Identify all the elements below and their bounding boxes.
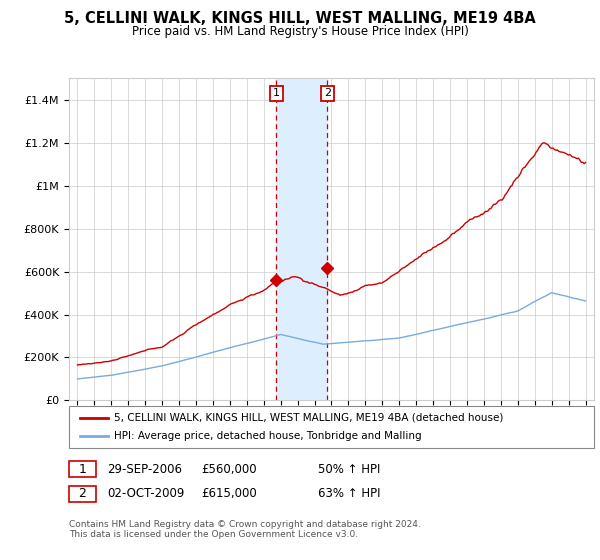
Text: 5, CELLINI WALK, KINGS HILL, WEST MALLING, ME19 4BA (detached house): 5, CELLINI WALK, KINGS HILL, WEST MALLIN…: [114, 413, 503, 423]
Text: £615,000: £615,000: [201, 487, 257, 501]
Text: 1: 1: [79, 463, 86, 476]
Text: £560,000: £560,000: [201, 463, 257, 476]
Text: 2: 2: [79, 487, 86, 501]
Text: 1: 1: [273, 88, 280, 99]
Text: 63% ↑ HPI: 63% ↑ HPI: [318, 487, 380, 501]
Text: HPI: Average price, detached house, Tonbridge and Malling: HPI: Average price, detached house, Tonb…: [114, 431, 422, 441]
Text: Price paid vs. HM Land Registry's House Price Index (HPI): Price paid vs. HM Land Registry's House …: [131, 25, 469, 38]
Text: 02-OCT-2009: 02-OCT-2009: [107, 487, 184, 501]
Text: 50% ↑ HPI: 50% ↑ HPI: [318, 463, 380, 476]
Text: 29-SEP-2006: 29-SEP-2006: [107, 463, 182, 476]
Bar: [277, 78, 327, 400]
Text: 2: 2: [324, 88, 331, 99]
Text: 5, CELLINI WALK, KINGS HILL, WEST MALLING, ME19 4BA: 5, CELLINI WALK, KINGS HILL, WEST MALLIN…: [64, 11, 536, 26]
Text: Contains HM Land Registry data © Crown copyright and database right 2024.
This d: Contains HM Land Registry data © Crown c…: [69, 520, 421, 539]
